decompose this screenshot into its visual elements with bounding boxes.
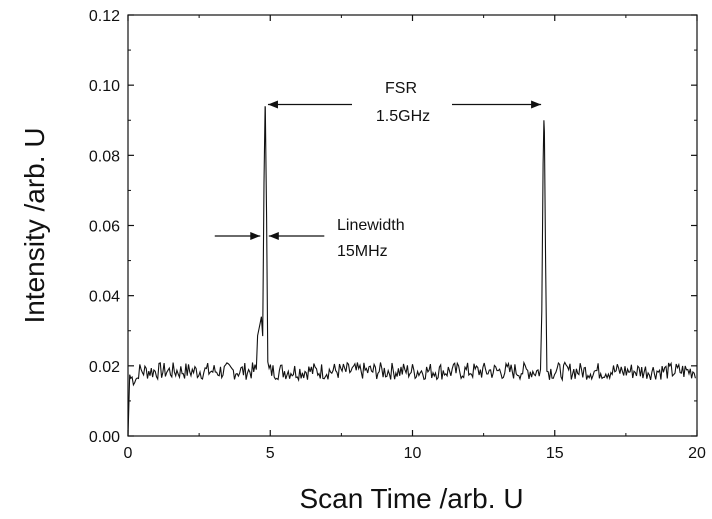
y-tick-label: 0.06 bbox=[89, 219, 120, 236]
plot-frame bbox=[127, 14, 698, 437]
annotation-group bbox=[214, 100, 542, 241]
y-tick-label: 0.10 bbox=[89, 78, 120, 95]
fsr-label: FSR bbox=[385, 80, 417, 97]
y-axis-title: Intensity /arb. U bbox=[19, 127, 50, 323]
x-tick-label: 0 bbox=[124, 445, 133, 462]
linewidth-arrowhead-left bbox=[250, 232, 261, 241]
x-tick-label: 20 bbox=[688, 445, 706, 462]
fsr-arrowhead-right bbox=[531, 100, 542, 109]
linewidth-value: 15MHz bbox=[337, 243, 388, 260]
fsr-value: 1.5GHz bbox=[376, 108, 430, 125]
linewidth-arrowhead-right bbox=[268, 232, 279, 241]
x-tick-label: 15 bbox=[546, 445, 564, 462]
x-tick-label: 5 bbox=[266, 445, 275, 462]
y-tick-label: 0.12 bbox=[89, 8, 120, 25]
y-tick-label: 0.02 bbox=[89, 359, 120, 376]
x-axis-title: Scan Time /arb. U bbox=[299, 483, 523, 514]
fsr-arrowhead-left bbox=[267, 100, 278, 109]
y-tick-label: 0.00 bbox=[89, 429, 120, 446]
y-tick-label: 0.08 bbox=[89, 148, 120, 165]
series-trace-line bbox=[127, 106, 696, 437]
x-tick-label: 10 bbox=[404, 445, 422, 462]
y-tick-label: 0.04 bbox=[89, 289, 120, 306]
linewidth-label: Linewidth bbox=[337, 217, 405, 234]
y-axis-ticks: 0.00 0.02 0.04 0.06 0.08 0.10 0.12 bbox=[89, 8, 697, 446]
